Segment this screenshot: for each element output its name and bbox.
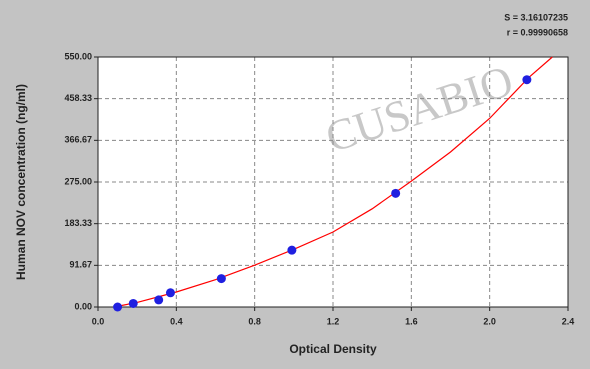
y-axis-label: Human NOV concentration (ng/ml) bbox=[14, 84, 28, 280]
data-point bbox=[287, 245, 297, 255]
x-tick-label: 0.8 bbox=[248, 316, 261, 326]
x-tick-label: 1.6 bbox=[405, 316, 418, 326]
y-tick-label: 550.00 bbox=[64, 51, 92, 61]
x-axis-label: Optical Density bbox=[289, 342, 377, 356]
y-tick-label: 183.33 bbox=[64, 218, 92, 228]
annotation: S = 3.16107235 bbox=[504, 12, 568, 22]
y-tick-label: 91.67 bbox=[69, 260, 92, 270]
annotation: r = 0.99990658 bbox=[507, 27, 568, 37]
y-tick-label: 0.00 bbox=[74, 301, 92, 311]
x-tick-label: 2.4 bbox=[562, 316, 575, 326]
x-tick-label: 0.4 bbox=[170, 316, 183, 326]
data-point bbox=[522, 75, 532, 85]
data-point bbox=[216, 274, 226, 284]
y-tick-label: 366.67 bbox=[64, 135, 92, 145]
x-tick-label: 2.0 bbox=[483, 316, 496, 326]
x-tick-label: 1.2 bbox=[327, 316, 340, 326]
data-point bbox=[154, 295, 164, 305]
data-point bbox=[391, 188, 401, 198]
data-point bbox=[128, 298, 138, 308]
data-point bbox=[165, 288, 175, 298]
y-tick-label: 275.00 bbox=[64, 176, 92, 186]
y-tick-label: 458.33 bbox=[64, 93, 92, 103]
fit-curve bbox=[113, 56, 553, 308]
data-point bbox=[113, 302, 123, 312]
plot-frame bbox=[97, 56, 569, 308]
x-tick-label: 0.0 bbox=[92, 316, 105, 326]
